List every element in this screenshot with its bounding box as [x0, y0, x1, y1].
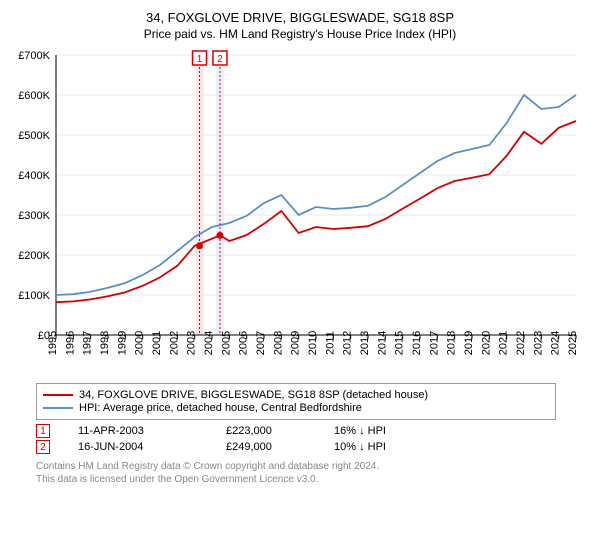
svg-text:£700K: £700K [18, 50, 50, 62]
svg-text:£200K: £200K [18, 250, 50, 262]
svg-text:2007: 2007 [255, 331, 267, 355]
footer-line-1: Contains HM Land Registry data © Crown c… [36, 460, 592, 473]
svg-text:2005: 2005 [220, 331, 232, 355]
svg-text:2018: 2018 [446, 331, 458, 355]
svg-text:2000: 2000 [134, 331, 146, 355]
chart-area: £0£100K£200K£300K£400K£500K£600K£700K199… [8, 47, 592, 377]
svg-text:2021: 2021 [498, 331, 510, 355]
chart-subtitle: Price paid vs. HM Land Registry's House … [8, 27, 592, 41]
svg-text:2014: 2014 [376, 331, 388, 355]
footer-line-2: This data is licensed under the Open Gov… [36, 473, 592, 486]
svg-text:2001: 2001 [151, 331, 163, 355]
svg-text:£600K: £600K [18, 90, 50, 102]
svg-text:2019: 2019 [463, 331, 475, 355]
sale-price: £223,000 [226, 425, 306, 437]
svg-text:1999: 1999 [116, 331, 128, 355]
svg-text:1997: 1997 [82, 331, 94, 355]
svg-text:2012: 2012 [342, 331, 354, 355]
legend-swatch [43, 407, 73, 409]
svg-text:2002: 2002 [168, 331, 180, 355]
sale-date: 16-JUN-2004 [78, 441, 198, 453]
svg-text:2020: 2020 [480, 331, 492, 355]
legend-swatch [43, 394, 73, 396]
svg-text:2017: 2017 [428, 331, 440, 355]
svg-text:2010: 2010 [307, 331, 319, 355]
svg-text:2: 2 [217, 54, 223, 65]
sales-row: 1 11-APR-2003 £223,000 16% ↓ HPI [36, 424, 592, 438]
svg-text:2009: 2009 [290, 331, 302, 355]
svg-text:1995: 1995 [47, 331, 59, 355]
line-chart-svg: £0£100K£200K£300K£400K£500K£600K£700K199… [8, 47, 592, 377]
svg-text:2003: 2003 [186, 331, 198, 355]
chart-title: 34, FOXGLOVE DRIVE, BIGGLESWADE, SG18 8S… [8, 10, 592, 25]
svg-text:1998: 1998 [99, 331, 111, 355]
sale-price: £249,000 [226, 441, 306, 453]
sale-marker-icon: 1 [36, 424, 50, 438]
svg-text:2006: 2006 [238, 331, 250, 355]
svg-text:2016: 2016 [411, 331, 423, 355]
svg-text:2015: 2015 [394, 331, 406, 355]
svg-text:2024: 2024 [550, 331, 562, 355]
sales-row: 2 16-JUN-2004 £249,000 10% ↓ HPI [36, 440, 592, 454]
legend-row: 34, FOXGLOVE DRIVE, BIGGLESWADE, SG18 8S… [43, 389, 549, 401]
svg-text:1: 1 [197, 54, 203, 65]
svg-text:2023: 2023 [532, 331, 544, 355]
svg-text:£100K: £100K [18, 290, 50, 302]
legend-row: HPI: Average price, detached house, Cent… [43, 402, 549, 414]
sale-diff: 10% ↓ HPI [334, 441, 414, 453]
svg-text:£400K: £400K [18, 170, 50, 182]
sale-diff: 16% ↓ HPI [334, 425, 414, 437]
svg-text:£300K: £300K [18, 210, 50, 222]
svg-text:2008: 2008 [272, 331, 284, 355]
svg-text:2025: 2025 [567, 331, 579, 355]
svg-text:1996: 1996 [64, 331, 76, 355]
legend-label: 34, FOXGLOVE DRIVE, BIGGLESWADE, SG18 8S… [79, 389, 428, 401]
footer-attribution: Contains HM Land Registry data © Crown c… [36, 460, 592, 486]
sales-table: 1 11-APR-2003 £223,000 16% ↓ HPI 2 16-JUN-200… [36, 424, 592, 454]
legend: 34, FOXGLOVE DRIVE, BIGGLESWADE, SG18 8S… [36, 383, 556, 420]
svg-text:2013: 2013 [359, 331, 371, 355]
legend-label: HPI: Average price, detached house, Cent… [79, 402, 362, 414]
svg-text:2004: 2004 [203, 331, 215, 355]
svg-text:2022: 2022 [515, 331, 527, 355]
sale-marker-icon: 2 [36, 440, 50, 454]
svg-text:£500K: £500K [18, 130, 50, 142]
sale-date: 11-APR-2003 [78, 425, 198, 437]
